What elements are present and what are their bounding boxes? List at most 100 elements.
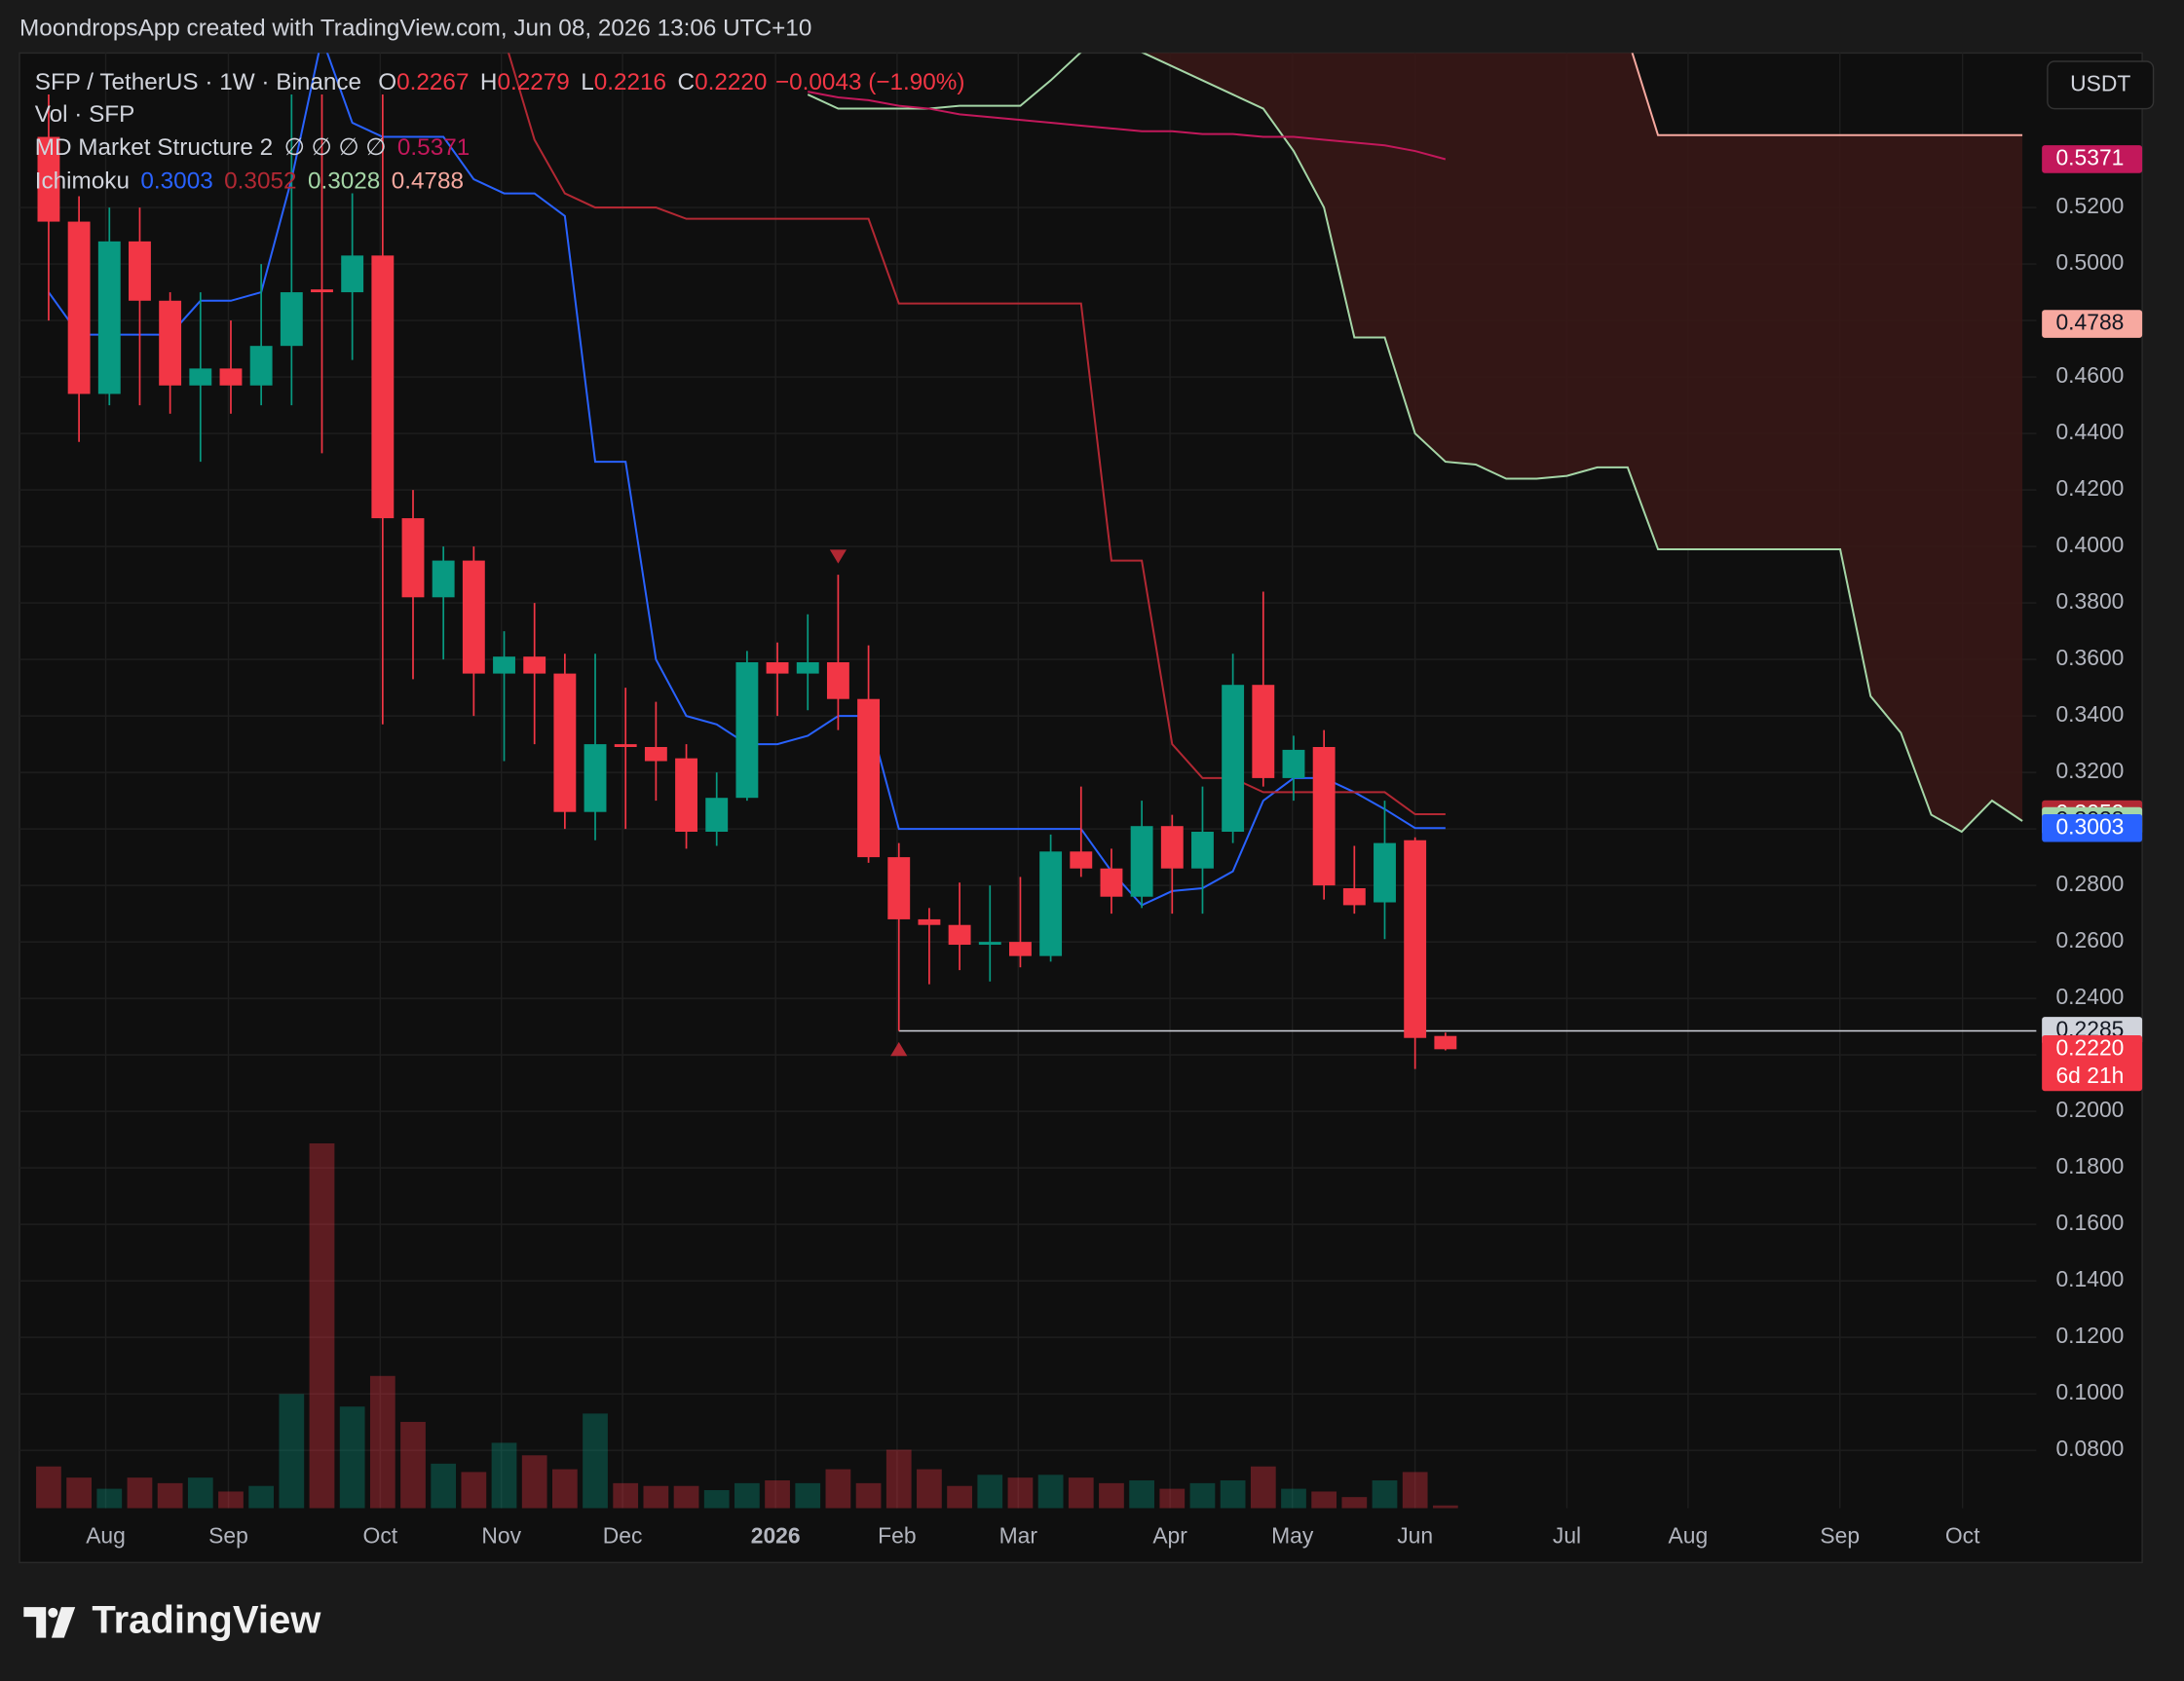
x-tick-label: Aug (1669, 1523, 1709, 1549)
candle-body (341, 255, 364, 293)
candle-body (1222, 685, 1245, 833)
y-tick-label: 0.5200 (2055, 193, 2124, 218)
volume-bar (885, 1449, 912, 1509)
volume-bar (1099, 1482, 1124, 1509)
candle-body (1404, 840, 1427, 1038)
candle-body (159, 300, 182, 386)
candle-body (1191, 832, 1214, 869)
legend-indicator-params: ∅ ∅ ∅ ∅ (284, 135, 387, 162)
candle-body (493, 656, 515, 674)
candle-body (432, 560, 455, 598)
volume-bar (1189, 1482, 1216, 1509)
price-label: 0.2220 (2055, 1034, 2124, 1060)
volume-bar (461, 1472, 487, 1509)
candle-body (1434, 1035, 1457, 1050)
candle-body (735, 661, 759, 799)
volume-bar (339, 1406, 365, 1509)
volume-bar (279, 1394, 305, 1509)
x-tick-label: Sep (208, 1523, 248, 1549)
volume-bar (1341, 1497, 1368, 1509)
legend-ohlc-key: O (378, 69, 396, 95)
legend-ohlc-key: C (678, 69, 696, 95)
indicator-line (807, 53, 2023, 834)
indicator-line (508, 53, 1446, 816)
volume-bar (613, 1482, 639, 1509)
x-tick-label: Oct (1945, 1523, 1980, 1549)
y-tick-label: 0.1000 (2055, 1379, 2124, 1404)
volume-bar (36, 1466, 61, 1509)
volume-bar (96, 1488, 123, 1509)
price-label-countdown: 6d 21h (2055, 1063, 2124, 1088)
volume-bar (431, 1463, 457, 1509)
x-tick-label: Oct (363, 1523, 398, 1549)
volume-bar (1220, 1480, 1246, 1509)
y-tick-label: 0.4600 (2055, 362, 2124, 388)
y-tick-label: 0.3200 (2055, 758, 2124, 783)
y-tick-label: 0.3800 (2055, 588, 2124, 614)
price-label: 0.4788 (2055, 310, 2124, 335)
candle-body (371, 255, 395, 519)
volume-bar (977, 1475, 1003, 1509)
candle-body (887, 857, 911, 919)
legend-indicator-value: 0.3028 (308, 168, 380, 195)
volume-bar (673, 1485, 699, 1509)
candle-body (826, 661, 849, 699)
volume-bar (825, 1469, 851, 1509)
candle-body (1039, 851, 1063, 956)
volume-bar (765, 1480, 790, 1509)
y-tick-label: 0.2000 (2055, 1097, 2124, 1122)
candle-body (189, 368, 212, 386)
candle-body (280, 292, 303, 347)
x-tick-label: Apr (1152, 1523, 1187, 1549)
candle-body (37, 136, 60, 222)
candle-body (129, 241, 151, 301)
legend-indicator-name: Ichimoku (35, 168, 130, 195)
legend-structure: MD Market Structure 2 ∅ ∅ ∅ ∅ 0.5371 (35, 135, 471, 162)
candle-body (523, 656, 546, 674)
legend-symbol-name: SFP / TetherUS · 1W · Binance (35, 69, 361, 95)
price-label-box (2042, 145, 2143, 173)
currency-label[interactable]: USDT (2070, 70, 2130, 95)
volume-bar (400, 1421, 426, 1509)
candle-body (978, 942, 1001, 946)
legend-symbol: SFP / TetherUS · 1W · Binance O0.2267 H0.2… (35, 69, 965, 95)
x-tick-label: May (1271, 1523, 1314, 1549)
volume-bar (703, 1490, 730, 1509)
volume-bar (1311, 1491, 1337, 1509)
legend-ohlc-value: 0.2216 (594, 69, 666, 95)
candle-body (67, 221, 91, 394)
candle-body (1100, 868, 1123, 897)
swing-marker (829, 549, 847, 564)
currency-button[interactable] (2047, 60, 2155, 110)
x-tick-label: Nov (481, 1523, 521, 1549)
x-tick-label: Jun (1397, 1523, 1433, 1549)
volume-bar (1007, 1477, 1034, 1509)
price-label-box (2042, 310, 2143, 338)
candle-body (311, 289, 333, 293)
y-tick-label: 0.3400 (2055, 701, 2124, 727)
volume-bar (1250, 1466, 1276, 1509)
plot-area (36, 53, 2037, 1509)
candle-body (553, 673, 577, 812)
volume-bar (1432, 1505, 1458, 1509)
volume-bar (734, 1482, 760, 1509)
candle-body (462, 560, 485, 674)
volume-bar (643, 1485, 669, 1509)
legend-indicator-value: 0.4788 (392, 168, 464, 195)
candle-body (1252, 685, 1275, 778)
brand-logo (23, 1607, 76, 1638)
volume-bar (127, 1477, 153, 1509)
candle-body (918, 918, 941, 925)
candle-body (675, 758, 697, 833)
y-tick-label: 0.1600 (2055, 1210, 2124, 1235)
legend-ohlc-value: 0.2220 (695, 69, 767, 95)
volume-bar (248, 1485, 275, 1509)
price-label: 0.3003 (2055, 813, 2124, 839)
candle-body (857, 698, 881, 858)
legend-ichimoku: Ichimoku 0.3003 0.3052 0.3028 0.4788 (35, 168, 464, 195)
legend-ohlc-value: 0.2267 (396, 69, 469, 95)
volume-bar (369, 1375, 395, 1509)
legend-ohlc-value: 0.2279 (497, 69, 569, 95)
price-label: 0.5371 (2055, 145, 2124, 170)
